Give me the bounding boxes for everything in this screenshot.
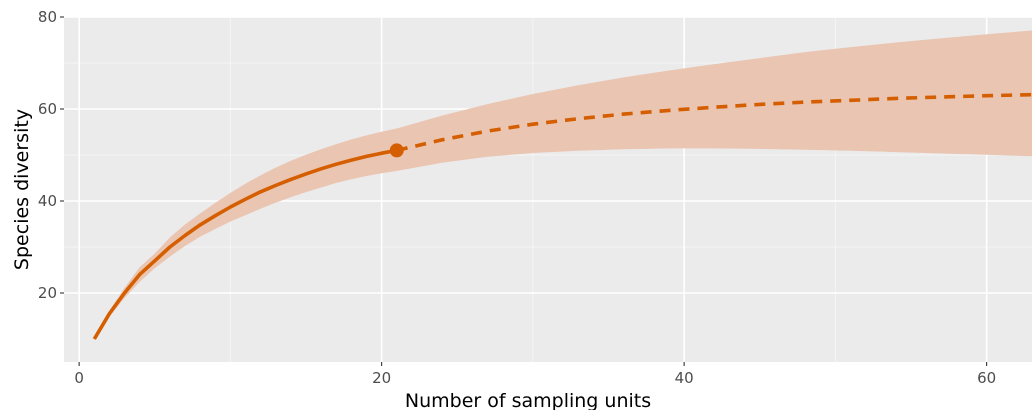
y-tick-label: 60 [38, 100, 57, 118]
line-interpolated [92, 148, 398, 340]
observed-point [389, 143, 404, 158]
y-tick-label: 80 [38, 8, 57, 26]
y-axis-title: Species diversity [11, 109, 33, 270]
x-axis: 0 20 40 60 [74, 362, 996, 387]
line-extrapolated [396, 92, 1032, 153]
x-tick-label: 60 [977, 369, 996, 387]
series-lines [92, 92, 1032, 340]
y-tick-label: 20 [38, 284, 57, 302]
x-tick-label: 40 [675, 369, 694, 387]
y-tick-label: 40 [38, 192, 57, 210]
confidence-ribbons [94, 30, 1032, 340]
y-axis: 20 40 60 80 [38, 8, 64, 302]
x-tick-label: 20 [372, 369, 391, 387]
ribbon-extrapolated [396, 30, 1032, 171]
observed-points [389, 143, 404, 158]
x-axis-title: Number of sampling units [405, 390, 651, 410]
x-tick-label: 0 [74, 369, 84, 387]
